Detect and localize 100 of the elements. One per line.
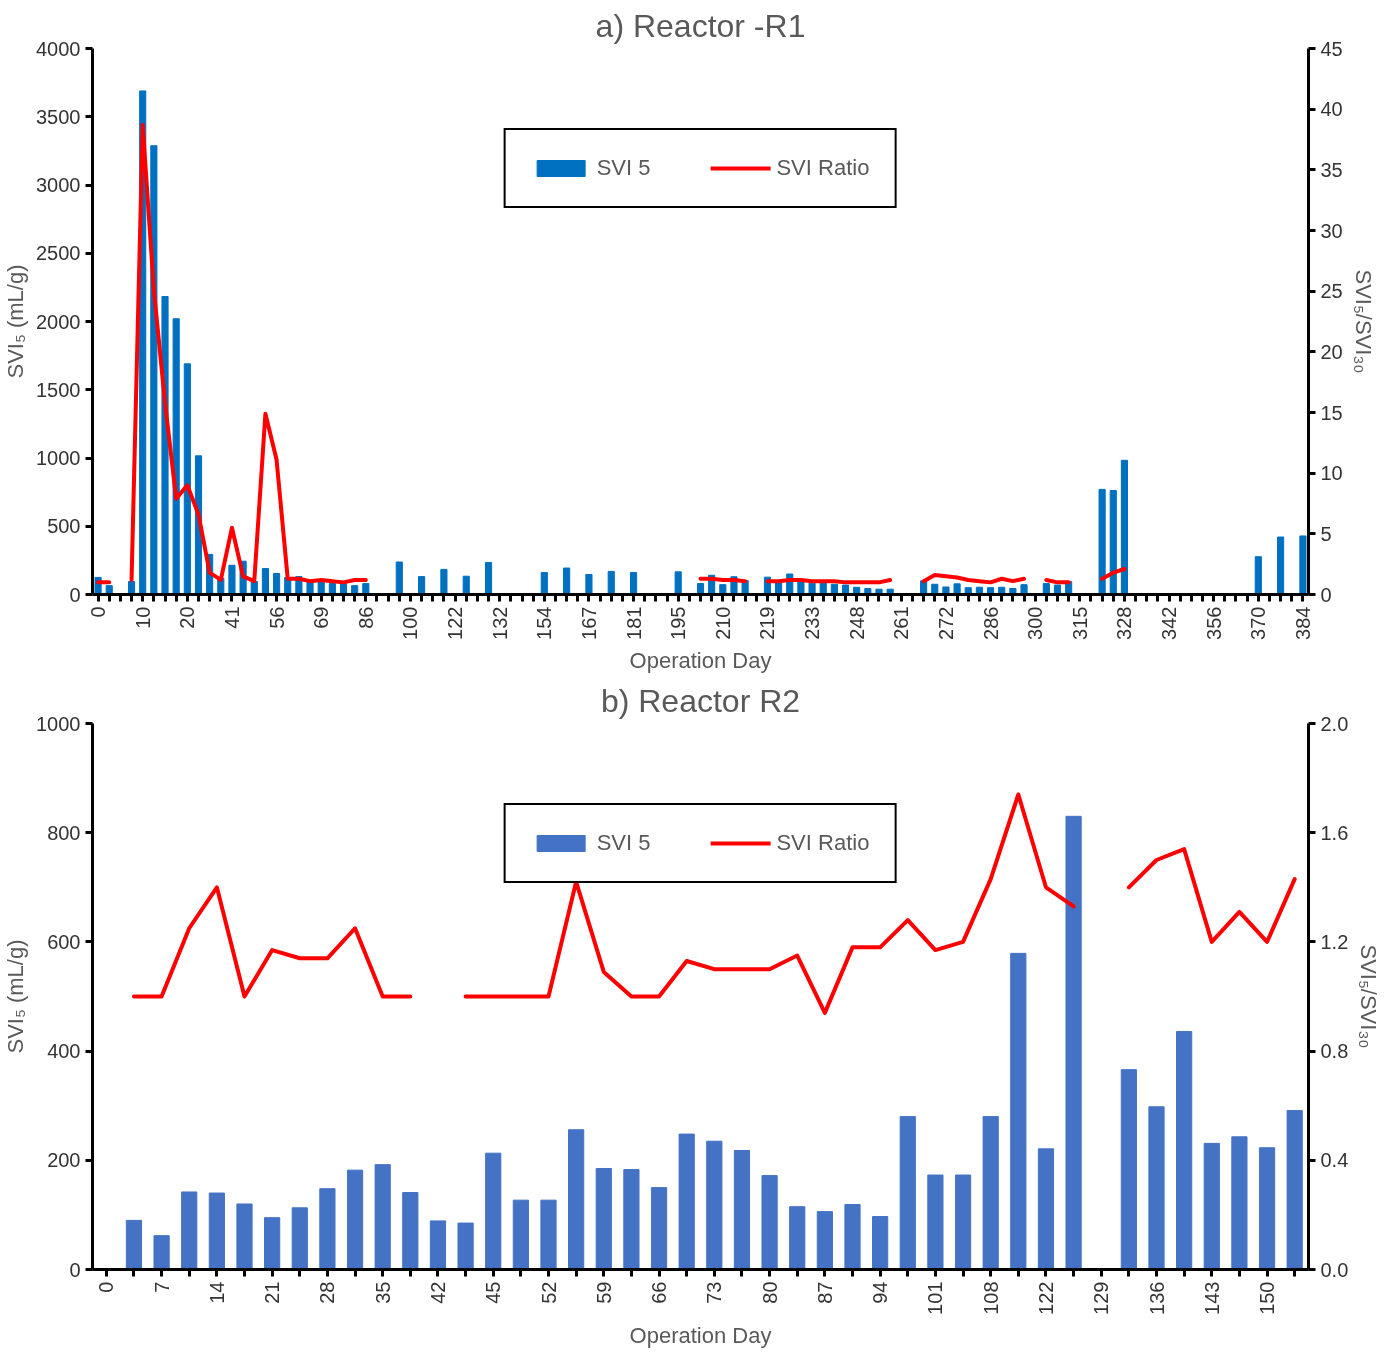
bar	[440, 568, 448, 595]
y-tick-label: 2500	[36, 242, 81, 265]
bar	[208, 1192, 225, 1270]
x-tick-label: 233	[801, 606, 824, 640]
bar	[1277, 536, 1285, 595]
bar	[607, 570, 615, 595]
bar	[1053, 584, 1062, 595]
x-tick-label: 41	[220, 606, 243, 629]
bar	[678, 1133, 695, 1270]
x-tick-label: 315	[1068, 606, 1091, 640]
x-tick-label: 56	[265, 606, 288, 629]
bar	[457, 1222, 474, 1270]
bar	[808, 582, 816, 595]
y-tick-label: 1500	[36, 378, 81, 401]
bar	[789, 1206, 806, 1270]
chart-title: a) Reactor -R1	[595, 7, 806, 44]
bar	[273, 572, 281, 595]
legend-label: SVI Ratio	[776, 830, 870, 856]
bar	[816, 1211, 833, 1270]
bar	[1258, 1147, 1276, 1270]
bar	[1148, 1106, 1165, 1270]
bar	[236, 1203, 253, 1270]
y2-tick-label: 30	[1320, 219, 1343, 242]
y-tick-label: 800	[47, 821, 81, 844]
bar	[899, 1116, 916, 1270]
x-tick-label: 20	[176, 606, 199, 629]
bar	[1231, 1136, 1248, 1270]
bar	[402, 1192, 419, 1270]
y-tick-label: 600	[47, 930, 81, 953]
bar	[568, 1129, 585, 1270]
y2-axis-title: SVI₅/SVI₃₀	[1356, 944, 1382, 1049]
x-tick-label: 66	[648, 1281, 671, 1304]
y2-tick-label: 40	[1320, 98, 1343, 121]
legend-label: SVI 5	[596, 830, 651, 856]
bar	[674, 571, 682, 595]
y2-tick-label: 35	[1320, 158, 1343, 181]
bar	[485, 1152, 502, 1270]
x-tick-label: 210	[711, 606, 734, 640]
x-tick-label: 129	[1090, 1281, 1113, 1315]
x-tick-label: 143	[1200, 1281, 1223, 1315]
y2-tick-label: 2.0	[1320, 712, 1349, 735]
y2-tick-label: 10	[1320, 462, 1343, 485]
bar	[942, 586, 950, 595]
bar	[1203, 1142, 1220, 1270]
bar	[540, 1199, 557, 1270]
x-tick-label: 136	[1145, 1281, 1168, 1315]
x-tick-label: 219	[756, 606, 779, 640]
x-tick-label: 132	[488, 606, 511, 640]
legend-label: SVI 5	[596, 155, 651, 181]
bar	[362, 583, 370, 595]
x-tick-label: 195	[667, 606, 690, 640]
x-tick-label: 73	[703, 1281, 726, 1304]
bar	[1065, 815, 1082, 1270]
x-tick-label: 45	[482, 1281, 505, 1304]
x-tick-label: 7	[150, 1281, 173, 1293]
bar	[540, 572, 548, 595]
x-tick-label: 59	[592, 1281, 615, 1304]
bar	[1120, 1069, 1137, 1270]
bar	[761, 1175, 778, 1270]
bar	[954, 1174, 972, 1270]
bar	[484, 561, 493, 595]
x-tick-label: 69	[310, 606, 333, 629]
bar	[346, 1169, 364, 1270]
bar	[183, 363, 191, 595]
y2-tick-label: 45	[1320, 37, 1343, 60]
x-tick-label: 122	[1034, 1281, 1057, 1315]
y-tick-label: 1000	[36, 447, 81, 469]
x-tick-label: 108	[979, 1281, 1002, 1315]
x-tick-label: 87	[813, 1281, 836, 1304]
bar	[1037, 1148, 1055, 1270]
y-tick-label: 200	[47, 1149, 81, 1172]
chart-title: b) Reactor R2	[600, 682, 801, 719]
x-tick-label: 28	[316, 1281, 339, 1304]
bar	[844, 1204, 861, 1270]
bar	[172, 318, 180, 595]
bar	[733, 1149, 751, 1270]
bar	[585, 573, 593, 595]
y-tick-label: 4000	[36, 37, 81, 60]
bar	[797, 580, 805, 595]
bar	[872, 1216, 889, 1270]
x-tick-label: 0	[95, 1281, 118, 1293]
y-tick-label: 400	[47, 1040, 81, 1063]
y-axis-title: SVI₅ (mL/g)	[3, 939, 29, 1054]
bar	[429, 1220, 447, 1270]
bar	[719, 584, 727, 595]
x-tick-label: 150	[1256, 1281, 1279, 1315]
bar	[953, 583, 961, 595]
bar	[630, 572, 638, 595]
bar	[317, 581, 325, 595]
x-tick-label: 0	[87, 606, 110, 618]
x-tick-label: 261	[890, 606, 913, 640]
bar	[512, 1199, 529, 1270]
y-tick-label: 3500	[36, 105, 81, 128]
x-tick-label: 370	[1247, 606, 1270, 640]
x-tick-label: 154	[533, 606, 556, 640]
y-tick-label: 500	[47, 515, 81, 538]
bar	[1109, 489, 1117, 595]
bar	[1098, 488, 1106, 595]
x-tick-label: 167	[577, 606, 600, 640]
x-tick-label: 384	[1291, 606, 1314, 640]
